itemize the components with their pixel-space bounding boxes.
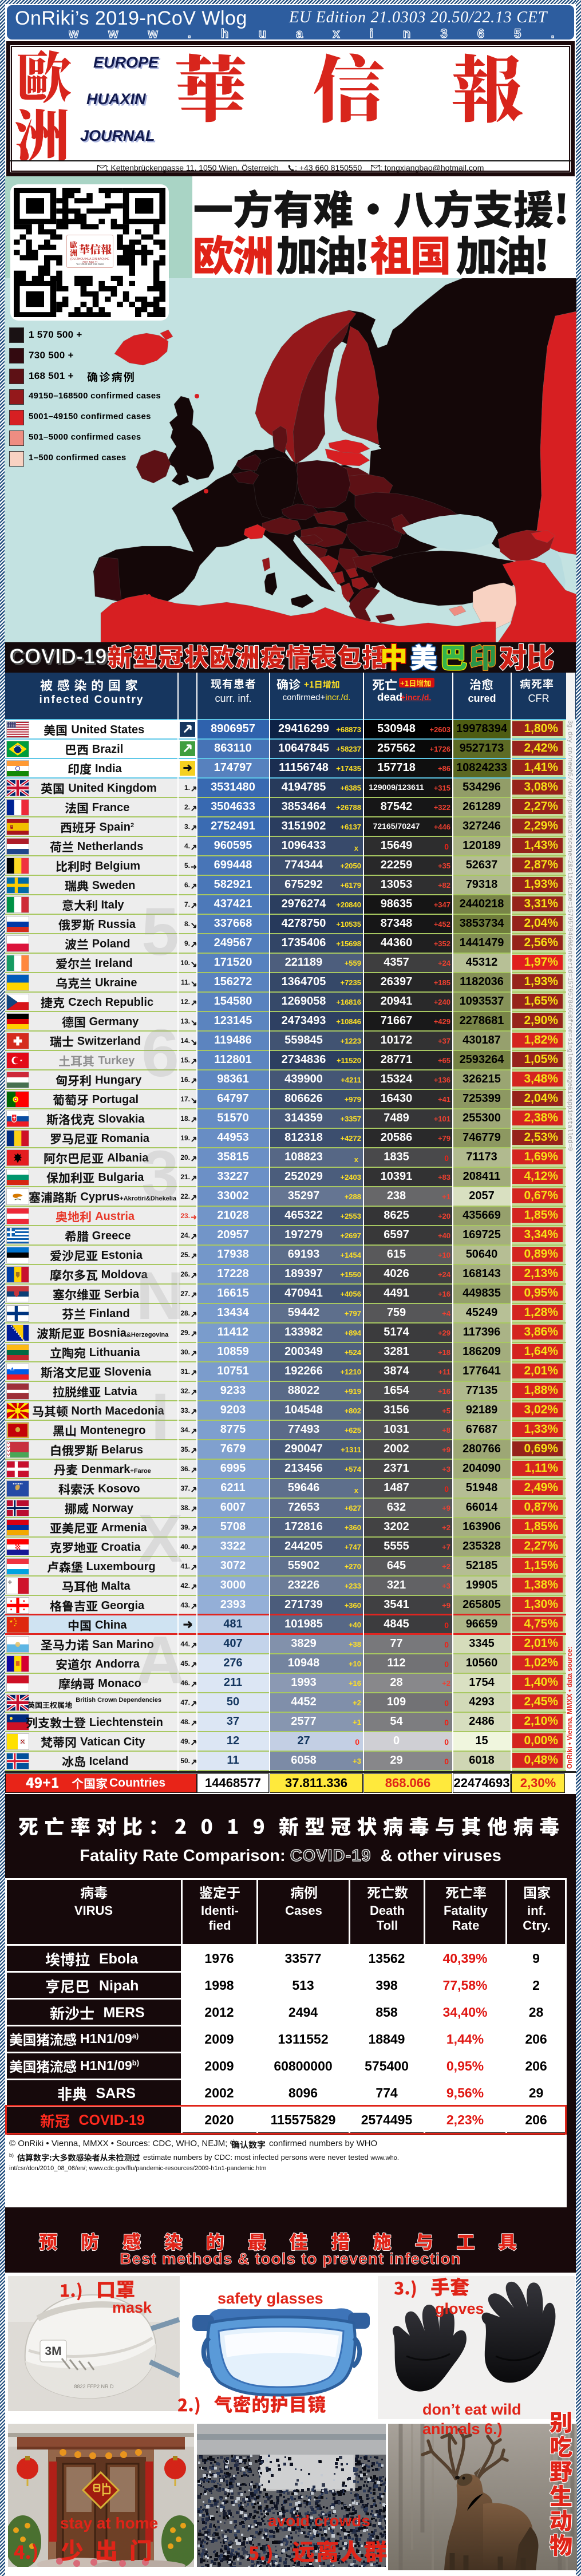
svg-text:8822 FFP2 NR D: 8822 FFP2 NR D xyxy=(74,2384,114,2389)
svg-text:3M: 3M xyxy=(45,2345,61,2358)
